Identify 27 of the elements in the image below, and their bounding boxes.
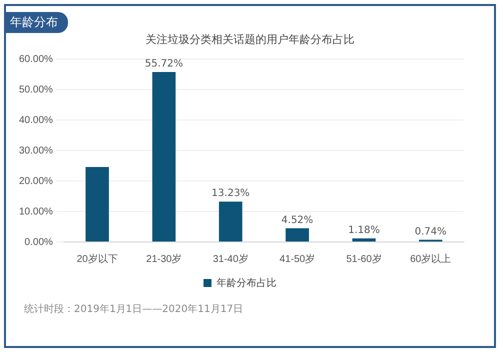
- bar: [152, 72, 176, 242]
- data-label: 1.18%: [348, 224, 380, 236]
- y-tick-label: 10.00%: [18, 206, 54, 218]
- y-tick-label: 60.00%: [18, 54, 54, 65]
- x-tick-label: 60岁以上: [410, 252, 452, 265]
- data-label: 4.52%: [281, 214, 314, 226]
- bar: [218, 202, 242, 242]
- data-label: 13.23%: [212, 188, 250, 200]
- text: 统计时段：2019年1月1日——2020年11月17日: [24, 302, 244, 316]
- x-tick-label: 41-50岁: [280, 252, 316, 265]
- bar: [86, 166, 109, 242]
- x-tick-label: 51-60岁: [346, 252, 382, 265]
- y-tick-label: 50.00%: [18, 84, 54, 96]
- chart-subtitle: 年龄分布: [6, 12, 68, 33]
- data-label: 0.74%: [414, 226, 447, 238]
- data-label: 55.72%: [144, 58, 184, 70]
- legend-label: 年龄分布占比: [216, 276, 276, 289]
- y-tick-label: 20.00%: [18, 176, 54, 187]
- chart-title: 关注垃圾分类相关话题的用户年龄分布占比: [144, 32, 356, 47]
- y-tick-label: 0.00%: [24, 236, 54, 248]
- x-tick-label: 31-40岁: [212, 252, 248, 265]
- x-tick-label: 21-30岁: [146, 252, 182, 265]
- x-tick-label: 20岁以下: [76, 252, 118, 265]
- bar: [352, 238, 376, 242]
- y-tick-label: 30.00%: [18, 145, 54, 156]
- bar: [286, 228, 309, 242]
- y-tick-label: 40.00%: [18, 114, 54, 126]
